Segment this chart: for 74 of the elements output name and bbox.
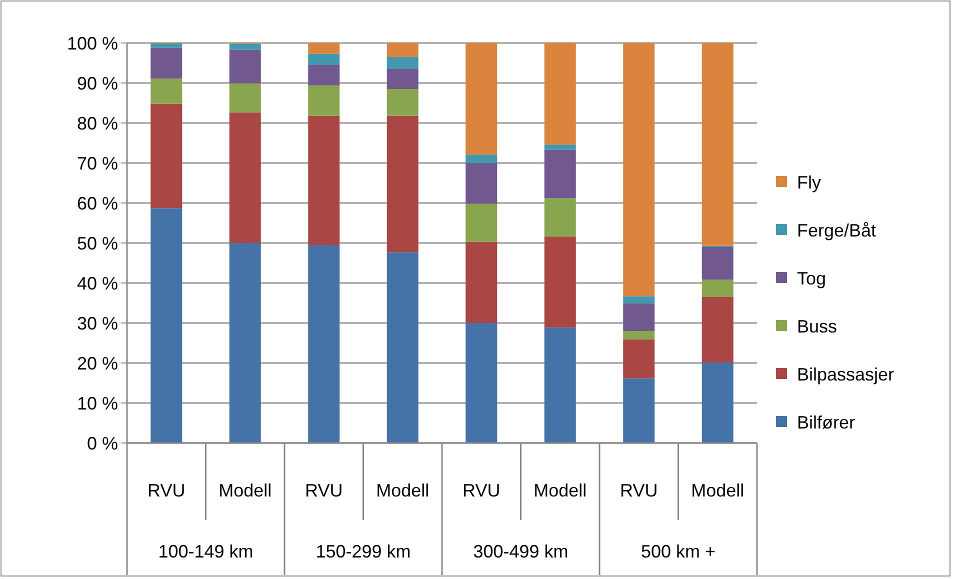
bar [623, 303, 655, 331]
text: 100-149 km [158, 541, 254, 562]
y-tick-label: 50 % [76, 233, 118, 254]
bar [150, 104, 182, 208]
bar [466, 242, 498, 323]
bar [308, 43, 340, 54]
bar [308, 54, 340, 65]
bar [466, 43, 498, 155]
x-tick-label: Modell [691, 480, 744, 500]
bar [544, 144, 576, 150]
legend-label: Bilfører [797, 412, 856, 432]
text: 300-499 km [473, 541, 568, 562]
bar [544, 150, 576, 198]
bar [623, 331, 655, 340]
bar [229, 243, 261, 443]
x-tick-label: RVU [620, 480, 658, 500]
bar [150, 208, 182, 443]
bar [229, 44, 261, 50]
y-tick-label: 10 % [76, 393, 118, 414]
legend-label: Tog [797, 268, 826, 288]
y-tick-label: 100 % [66, 33, 118, 54]
y-tick-label: 60 % [76, 193, 118, 214]
y-tick-label: 70 % [76, 153, 118, 174]
x-tick-label: Modell [534, 480, 587, 500]
bar [386, 57, 418, 69]
bar [308, 65, 340, 86]
bar [150, 78, 182, 104]
text: 150-299 km [316, 541, 411, 562]
legend-label: Bilpassasjer [797, 364, 894, 384]
bar [386, 68, 418, 89]
bar [150, 48, 182, 79]
y-tick-label: 90 % [76, 73, 118, 94]
bar [386, 89, 418, 116]
bar [544, 198, 576, 237]
bar [308, 85, 340, 116]
bar [544, 327, 576, 443]
bar [702, 362, 734, 443]
bar [308, 116, 340, 245]
legend-label: Fly [797, 172, 821, 192]
bar [623, 378, 655, 443]
bar [466, 163, 498, 204]
y-tick-label: 80 % [76, 113, 118, 134]
bar [466, 323, 498, 443]
bar [544, 236, 576, 328]
bar [623, 296, 655, 304]
x-tick-label: Modell [218, 480, 272, 500]
bar [229, 50, 261, 84]
y-tick-label: 30 % [76, 313, 118, 334]
text: 500 km + [640, 541, 716, 562]
y-tick-label: 20 % [76, 353, 118, 374]
legend-label: Buss [797, 316, 838, 336]
bar [466, 204, 498, 242]
bar [386, 43, 418, 57]
x-tick-label: Modell [376, 480, 430, 500]
x-tick-label: RVU [305, 480, 343, 500]
legend-label: Ferge/Båt [797, 220, 876, 240]
bar [623, 339, 655, 378]
x-tick-label: RVU [148, 480, 186, 500]
y-tick-label: 40 % [76, 273, 118, 294]
bar [229, 83, 261, 113]
bar [702, 280, 734, 297]
bar [702, 247, 734, 280]
bar [466, 154, 498, 163]
bar [308, 245, 340, 443]
bar [702, 43, 734, 246]
x-tick-label: RVU [462, 480, 500, 500]
bar [229, 112, 261, 243]
bar [623, 43, 655, 296]
bar [386, 116, 418, 252]
y-tick-label: 0 % [86, 433, 118, 454]
bar [544, 43, 576, 145]
bar [702, 297, 734, 363]
bar [150, 43, 182, 48]
bar [386, 252, 418, 443]
